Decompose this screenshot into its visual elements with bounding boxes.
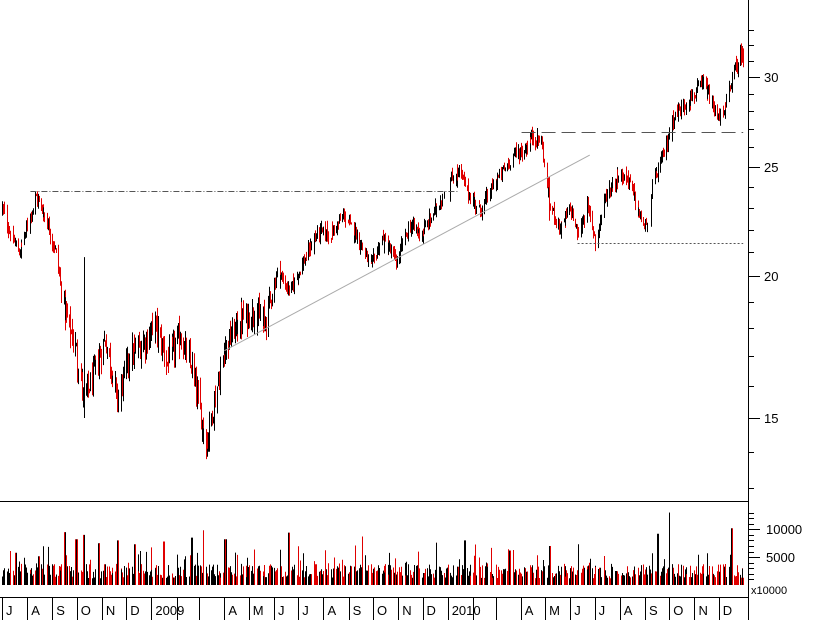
- volume-tick-label: 5000: [766, 550, 795, 565]
- month-label: S: [649, 603, 658, 618]
- month-label: J: [6, 603, 13, 618]
- month-label: J: [599, 603, 606, 618]
- month-label: S: [353, 603, 362, 618]
- month-label: D: [427, 603, 436, 618]
- month-label: N: [699, 603, 708, 618]
- month-label: A: [328, 603, 337, 618]
- volume-unit-label: x10000: [751, 585, 787, 597]
- month-label: M: [549, 603, 560, 618]
- month-label: A: [624, 603, 633, 618]
- price-tick-label: 25: [764, 160, 778, 175]
- price-tick-label: 20: [764, 269, 778, 284]
- price-plot: [2, 43, 744, 460]
- month-label: O: [377, 603, 387, 618]
- month-label: 2009: [155, 603, 184, 618]
- month-label: A: [228, 603, 237, 618]
- month-label: J: [302, 603, 309, 618]
- month-label: J: [574, 603, 581, 618]
- month-label: N: [402, 603, 411, 618]
- reference-lines: [30, 132, 744, 352]
- month-label: N: [106, 603, 115, 618]
- month-label: A: [525, 603, 534, 618]
- month-label: A: [31, 603, 40, 618]
- time-axis: J A S O N D 2009 A M J J A S O N D 2010 A M J J A S O N D: [2, 598, 732, 620]
- volume-tick-label: 10000: [766, 522, 802, 537]
- month-label: 2010: [452, 603, 481, 618]
- trend-line: [224, 154, 590, 352]
- price-tick-label: 30: [764, 70, 778, 85]
- month-label: D: [723, 603, 732, 618]
- month-label: M: [253, 603, 264, 618]
- price-axis: 15 20 25 30: [748, 30, 778, 489]
- volume-plot: [2, 512, 744, 585]
- month-label: D: [130, 603, 139, 618]
- month-label: O: [673, 603, 683, 618]
- price-tick-label: 15: [764, 411, 778, 426]
- month-label: J: [278, 603, 285, 618]
- month-label: O: [81, 603, 91, 618]
- month-label: S: [56, 603, 65, 618]
